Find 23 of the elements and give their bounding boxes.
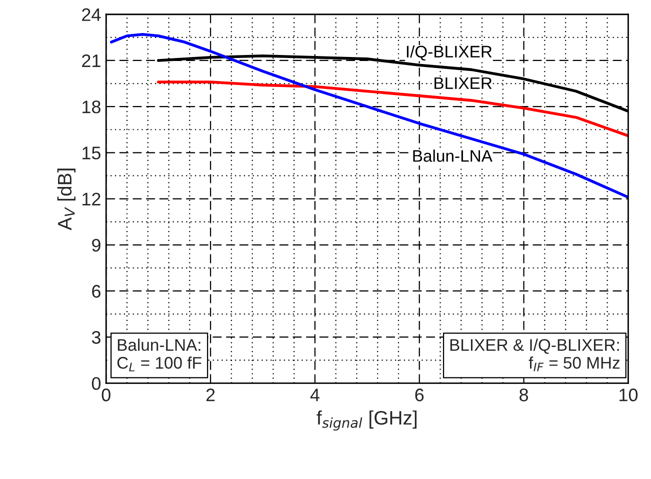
- y-tick-label: 0: [92, 377, 101, 390]
- y-tick-label: 3: [92, 331, 100, 344]
- line-series: [110, 32, 628, 199]
- annotation: Balun-LNA: C$_{L}$ = 100 fF: [117, 338, 202, 372]
- x-tick-label: 6: [415, 388, 424, 402]
- series-label: Balun-LNA: [413, 150, 492, 162]
- x-tick-label: 4: [310, 388, 320, 402]
- x-tick-label: 8: [520, 388, 528, 402]
- series-label: I/Q-BLIXER: [406, 45, 492, 61]
- annotation: BLIXER & I/Q-BLIXER: f$_{IF}$ = 50 MHz: [450, 338, 620, 372]
- x-tick-label: 2: [206, 388, 215, 402]
- y-tick-label: 6: [92, 284, 100, 298]
- x-tick-label: 0: [102, 388, 110, 402]
- y-tick-label: 21: [82, 54, 100, 68]
- y-tick-label: 9: [92, 238, 100, 252]
- y-tick-label: 15: [82, 146, 100, 160]
- y-tick-label: 12: [82, 192, 100, 206]
- series-label: BLIXER: [434, 77, 492, 89]
- x-tick-label: 10: [620, 388, 638, 402]
- y-tick-label: 24: [82, 8, 101, 21]
- y-axis-title: A$_{V}$ [dB]: [57, 168, 76, 230]
- y-tick-label: 18: [82, 100, 100, 114]
- x-axis-title: f$_{signal}$ [GHz]: [316, 410, 417, 431]
